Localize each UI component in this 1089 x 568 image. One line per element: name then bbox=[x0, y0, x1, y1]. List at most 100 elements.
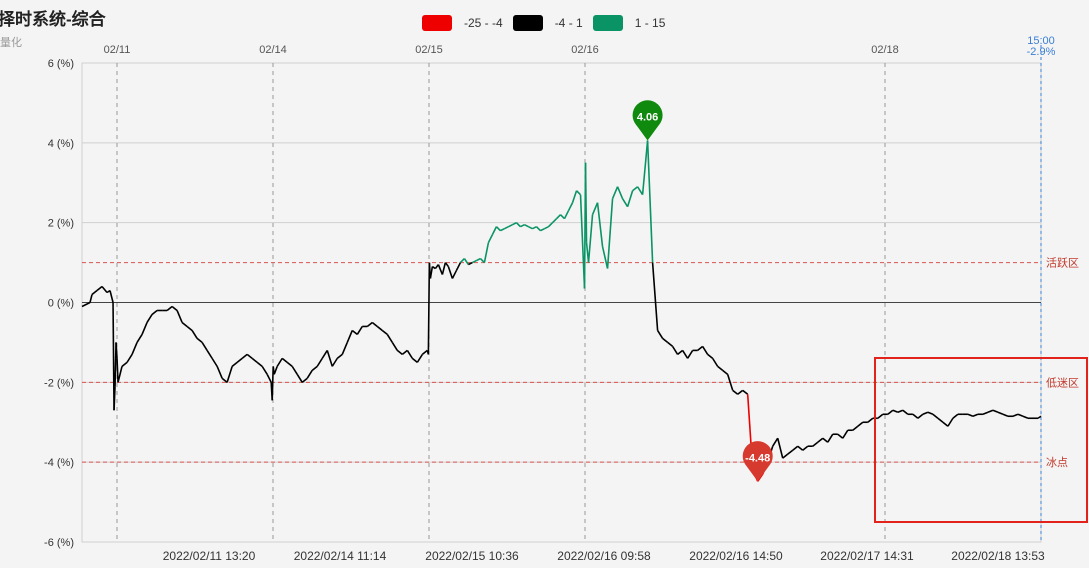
series-segment bbox=[621, 198, 629, 208]
series-segment bbox=[321, 349, 328, 359]
series-segment bbox=[547, 222, 554, 228]
series-segment bbox=[776, 438, 784, 459]
series-segment bbox=[356, 326, 363, 335]
series-segment bbox=[411, 357, 418, 364]
series-segment bbox=[141, 322, 148, 335]
series-segment bbox=[351, 329, 358, 336]
series-segment bbox=[641, 140, 649, 195]
series-segment bbox=[656, 330, 664, 339]
series-segment bbox=[997, 411, 1004, 416]
series-segment bbox=[515, 222, 522, 228]
series-segment bbox=[822, 437, 829, 443]
series-segment bbox=[667, 341, 674, 348]
series-segment bbox=[261, 365, 268, 375]
series-segment bbox=[441, 262, 447, 275]
series-segment bbox=[772, 437, 779, 447]
bottom-time-label: 2022/02/16 14:50 bbox=[689, 549, 783, 563]
top-date-label: 02/18 bbox=[871, 44, 899, 56]
legend-label: -25 - -4 bbox=[464, 16, 503, 30]
series-segment bbox=[101, 286, 108, 294]
series-segment bbox=[922, 411, 929, 416]
legend-item-neutral[interactable]: -4 - 1 bbox=[512, 15, 583, 31]
series-segment bbox=[616, 186, 624, 200]
series-segment bbox=[196, 337, 203, 344]
series-segment bbox=[540, 227, 545, 232]
page-title: 择时系统-综合 bbox=[0, 10, 106, 29]
series-segment bbox=[632, 186, 639, 192]
series-segment bbox=[852, 425, 859, 431]
series-segment bbox=[567, 202, 574, 212]
series-segment bbox=[226, 366, 233, 383]
top-date-label: 02/16 bbox=[571, 44, 599, 56]
series-segment bbox=[827, 433, 834, 443]
series-segment bbox=[686, 349, 694, 359]
series-segment bbox=[431, 265, 436, 270]
series-segment bbox=[146, 314, 153, 323]
series-segment bbox=[211, 357, 218, 367]
series-segment bbox=[171, 305, 178, 312]
y-tick-label: 0 (%) bbox=[48, 298, 74, 310]
series-segment bbox=[112, 302, 115, 411]
series-segment bbox=[967, 413, 974, 418]
series-segment bbox=[591, 202, 599, 215]
y-tick-label: 4 (%) bbox=[48, 138, 74, 150]
legend-item-deep-negative[interactable]: -25 - -4 bbox=[422, 15, 503, 31]
series-segment bbox=[500, 227, 505, 232]
series-segment bbox=[942, 421, 949, 427]
series-segment bbox=[401, 349, 408, 356]
series-segment bbox=[596, 202, 604, 247]
series-segment bbox=[1037, 415, 1042, 419]
chart-legend: -25 - -4 -4 - 1 1 - 15 bbox=[422, 14, 675, 32]
top-date-label: 02/11 bbox=[104, 44, 131, 56]
legend-label: 1 - 15 bbox=[634, 16, 666, 30]
series-segment bbox=[271, 366, 274, 401]
series-segment bbox=[787, 449, 794, 455]
bottom-time-label: 2022/02/18 13:53 bbox=[951, 549, 1045, 563]
series-segment bbox=[451, 270, 458, 279]
end-time-label: 15:00 bbox=[1027, 35, 1055, 47]
legend-item-positive[interactable]: 1 - 15 bbox=[592, 15, 666, 31]
series-segment bbox=[366, 321, 373, 328]
series-segment bbox=[646, 140, 654, 263]
series-segment bbox=[121, 361, 128, 367]
series-segment bbox=[587, 214, 594, 263]
series-segment bbox=[902, 409, 909, 415]
series-segment bbox=[256, 361, 263, 367]
reference-line-label: 低迷区 bbox=[1046, 376, 1079, 389]
series-segment bbox=[707, 353, 714, 360]
series-segment bbox=[528, 225, 533, 230]
series-segment bbox=[136, 334, 143, 343]
series-segment bbox=[782, 453, 789, 459]
series-segment bbox=[336, 353, 343, 360]
series-segment bbox=[176, 310, 183, 323]
series-segment bbox=[316, 357, 323, 367]
series-segment bbox=[947, 417, 954, 427]
series-segment bbox=[732, 389, 739, 395]
series-segment bbox=[555, 214, 562, 220]
series-segment bbox=[246, 353, 253, 360]
series-segment bbox=[662, 337, 669, 344]
series-segment bbox=[396, 349, 403, 356]
series-segment bbox=[266, 373, 272, 383]
series-segment bbox=[817, 437, 824, 443]
series-segment bbox=[468, 261, 473, 266]
series-segment bbox=[932, 413, 939, 419]
series-segment bbox=[386, 334, 394, 343]
series-segment bbox=[711, 357, 719, 367]
series-segment bbox=[1017, 413, 1024, 418]
series-segment bbox=[532, 225, 537, 230]
series-segment bbox=[416, 353, 424, 363]
series-segment bbox=[326, 350, 334, 367]
series-segment bbox=[857, 421, 864, 427]
series-segment bbox=[742, 389, 749, 395]
series-segment bbox=[520, 223, 525, 228]
series-segment bbox=[306, 369, 313, 379]
series-segment bbox=[544, 225, 549, 230]
value-pin bbox=[742, 441, 773, 482]
series-segment bbox=[281, 357, 288, 364]
series-segment bbox=[575, 190, 582, 196]
series-segment bbox=[216, 366, 223, 379]
series-segment bbox=[802, 445, 809, 451]
series-segment bbox=[524, 223, 529, 228]
series-segment bbox=[952, 413, 959, 419]
